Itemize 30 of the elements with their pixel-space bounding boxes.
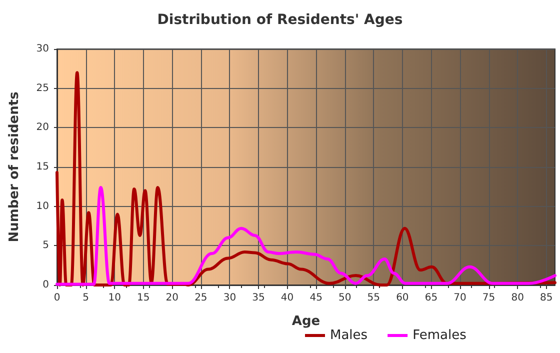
legend-label: Females (412, 328, 467, 343)
legend-label: Males (330, 328, 368, 343)
y-tick-label: 5 (42, 240, 49, 252)
x-tick-label: 60 (396, 292, 409, 304)
y-tick-label: 25 (36, 82, 49, 94)
x-tick-label: 75 (482, 292, 496, 304)
x-tick-label: 45 (310, 292, 322, 304)
y-axis-title: Number of residents (7, 91, 22, 242)
x-tick-label: 30 (223, 292, 236, 304)
y-tick-label: 20 (36, 122, 49, 134)
y-tick-label: 10 (36, 200, 49, 212)
x-tick-label: 65 (424, 292, 438, 304)
x-tick-label: 25 (194, 292, 208, 304)
y-tick-label: 0 (42, 280, 49, 290)
x-tick-label: 15 (136, 292, 150, 304)
x-axis-title: Age (292, 314, 320, 329)
x-tick-label: 55 (367, 292, 380, 304)
chart-title: Distribution of Residents' Ages (157, 12, 403, 28)
x-tick-label: 85 (540, 292, 553, 304)
x-tick-label: 10 (108, 292, 121, 304)
x-tick-label: 5 (82, 292, 89, 304)
x-tick-label: 50 (338, 292, 352, 304)
y-tick-label: 15 (36, 162, 49, 172)
x-tick-label: 80 (511, 292, 524, 304)
y-tick-label: 30 (36, 44, 49, 54)
x-tick-label: 35 (252, 292, 265, 304)
x-tick-label: 20 (166, 292, 179, 304)
x-tick-label: 0 (54, 292, 60, 304)
x-tick-label: 40 (280, 292, 294, 304)
x-tick-label: 70 (454, 292, 466, 304)
